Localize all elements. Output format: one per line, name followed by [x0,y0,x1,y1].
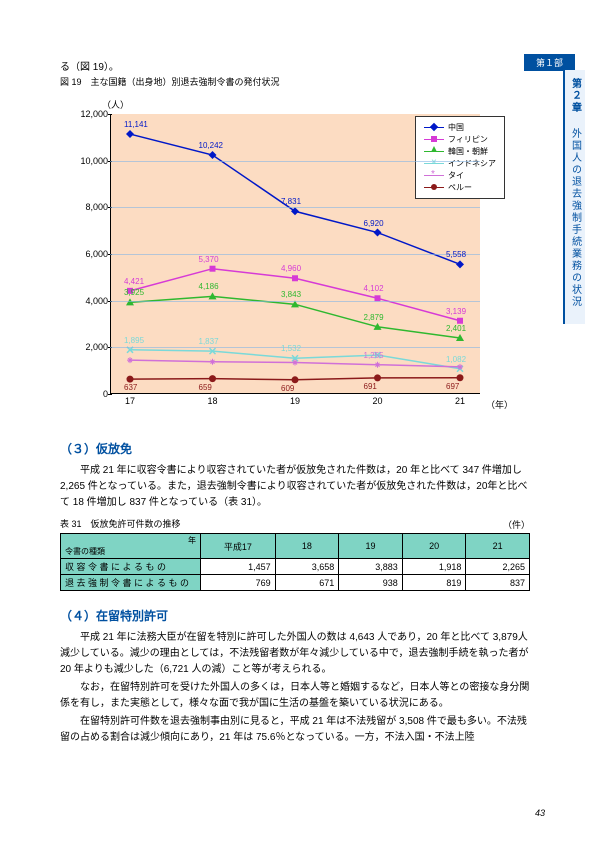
figure-19-chart: （人） （年） 中国フィリピン韓国・朝鮮×インドネシア*タイペルー 02,000… [60,90,530,424]
table-col-header: 21 [466,534,530,559]
section-4-paragraph: 平成 21 年に法務大臣が在留を特別に許可した外国人の数は 4,643 人であり… [60,630,530,678]
table-cell: 671 [275,575,339,591]
data-label: 3,925 [124,288,144,297]
table-cell: 1,918 [402,559,466,575]
gridline [110,207,480,208]
gridline [110,301,480,302]
legend-item: ×インドネシア [424,158,496,169]
table-col-header: 平成17 [201,534,276,559]
legend-label: 中国 [448,122,464,133]
data-label: 1,255 [364,351,384,360]
data-label: 1,895 [124,336,144,345]
data-label: 5,370 [199,255,219,264]
chapter-subtitle: 外国人の退去強制手続業務の状況 [568,128,583,308]
data-label: 7,831 [281,197,301,206]
table-cell: 2,265 [466,559,530,575]
table-cell: 3,658 [275,559,339,575]
legend-item: ペルー [424,182,496,193]
legend-label: インドネシア [448,158,496,169]
data-label: 691 [364,382,377,391]
y-tick: 8,000 [80,202,108,212]
figure-title: 図 19 主な国籍（出身地）別退去強制令書の発付状況 [60,75,530,88]
table-31: 年令書の種類平成1718192021 収 容 令 書 に よ る も の1,457… [60,533,530,591]
table-col-header: 18 [275,534,339,559]
data-label: 2,401 [446,324,466,333]
x-axis-unit: （年） [486,398,513,411]
chapter-side-tab: 第２章 外国人の退去強制手続業務の状況 [563,70,585,324]
x-tick: 20 [368,396,388,406]
data-label: 637 [124,383,137,392]
page-content: る（図 19）。 図 19 主な国籍（出身地）別退去強制令書の発付状況 （人） … [60,58,530,748]
x-tick: 17 [120,396,140,406]
table-row-header: 収 容 令 書 に よ る も の [61,559,201,575]
data-label: 11,141 [124,120,148,129]
x-tick: 18 [203,396,223,406]
data-label: 4,421 [124,277,144,286]
data-label: 10,242 [199,141,223,150]
data-label: 4,960 [281,264,301,273]
x-tick: 19 [285,396,305,406]
table-cell: 938 [339,575,403,591]
data-label: 6,920 [364,219,384,228]
data-label: 5,558 [446,250,466,259]
y-tick: 4,000 [80,296,108,306]
table-cell: 769 [201,575,276,591]
intro-text: る（図 19）。 [60,58,530,73]
page-number: 43 [535,808,545,818]
section-4-paragraph: 在留特別許可件数を退去強制事由別に見ると，平成 21 年は不法残留が 3,508… [60,714,530,746]
gridline [110,254,480,255]
data-label: 697 [446,382,459,391]
legend-item: フィリピン [424,134,496,145]
table-cell: 3,883 [339,559,403,575]
table-cell: 837 [466,575,530,591]
table-cell: 819 [402,575,466,591]
data-label: 659 [199,383,212,392]
part-tab: 第１部 [524,54,575,71]
chart-legend: 中国フィリピン韓国・朝鮮×インドネシア*タイペルー [415,116,505,199]
legend-label: タイ [448,170,464,181]
table-col-header: 19 [339,534,403,559]
gridline [110,161,480,162]
y-tick: 6,000 [80,249,108,259]
table-col-header: 20 [402,534,466,559]
legend-item: 中国 [424,122,496,133]
section-4-paragraph: なお，在留特別許可を受けた外国人の多くは，日本人等と婚姻するなど，日本人等との密… [60,680,530,712]
y-tick: 0 [80,389,108,399]
section-3-heading: （３）仮放免 [60,440,530,457]
data-label: 4,186 [199,282,219,291]
y-tick: 10,000 [80,156,108,166]
table-corner-cell: 年令書の種類 [61,534,201,559]
data-label: 1,837 [199,337,219,346]
y-tick: 12,000 [80,109,108,119]
data-label: 3,843 [281,290,301,299]
legend-label: ペルー [448,182,472,193]
data-label: 1,082 [446,355,466,364]
section-4-heading: （４）在留特別許可 [60,607,530,624]
table-row-header: 退 去 強 制 令 書 に よ る も の [61,575,201,591]
x-tick: 21 [450,396,470,406]
legend-item: *タイ [424,170,496,181]
data-label: 2,879 [364,313,384,322]
legend-label: 韓国・朝鮮 [448,146,488,157]
y-tick: 2,000 [80,342,108,352]
data-label: 1,532 [281,344,301,353]
data-label: 609 [281,384,294,393]
data-label: 4,102 [364,284,384,293]
data-label: 3,139 [446,307,466,316]
table-cell: 1,457 [201,559,276,575]
chapter-label: 第２章 [568,78,583,114]
legend-item: 韓国・朝鮮 [424,146,496,157]
legend-label: フィリピン [448,134,488,145]
section-3-paragraph: 平成 21 年に収容令書により収容されていた者が仮放免された件数は，20 年と比… [60,463,530,511]
